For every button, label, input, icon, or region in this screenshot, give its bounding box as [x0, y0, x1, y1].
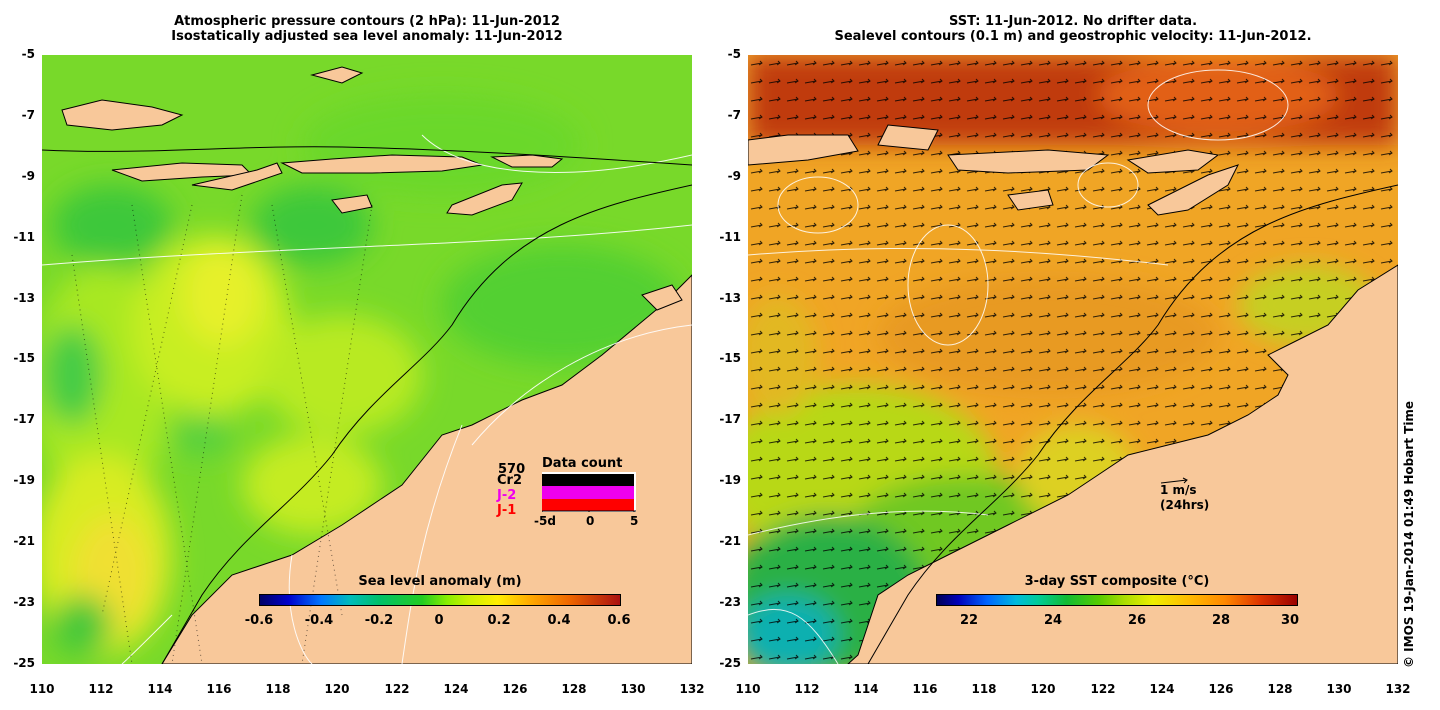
mission-label-j1: J-1 — [497, 503, 517, 518]
lon-label: 114 — [147, 682, 173, 696]
altimeter-tracks — [71, 194, 373, 664]
lat-label: -5 — [21, 47, 35, 61]
mission-label-cr2: Cr2 — [497, 473, 522, 488]
colorbar-tick: 22 — [959, 613, 979, 628]
colorbar-tick: 0.2 — [487, 613, 511, 628]
lat-label: -25 — [13, 656, 35, 670]
lon-label: 122 — [384, 682, 410, 696]
lat-label: -19 — [719, 473, 741, 487]
colorbar-tick: 28 — [1211, 613, 1231, 628]
lat-label: -23 — [719, 595, 741, 609]
lon-label: 110 — [29, 682, 55, 696]
data-count-histogram — [542, 472, 636, 512]
lat-label: -17 — [13, 412, 35, 426]
sst-colorbar-title: 3-day SST composite (°C) — [1024, 574, 1210, 589]
lon-label: 118 — [265, 682, 291, 696]
velocity-duration-label: (24hrs) — [1160, 498, 1210, 512]
imos-credit: © IMOS 19-Jan-2014 01:49 Hobart Time — [1402, 400, 1416, 668]
lon-label: 124 — [443, 682, 469, 696]
lat-label: -13 — [719, 291, 741, 305]
lon-label: 130 — [620, 682, 646, 696]
histogram-tick-mid: 0 — [586, 514, 595, 528]
lon-label: 112 — [88, 682, 114, 696]
pressure-contours — [42, 134, 692, 664]
left-title-line1: Atmospheric pressure contours (2 hPa): 1… — [174, 14, 560, 29]
lat-label: -7 — [727, 108, 741, 122]
lat-label: -9 — [21, 169, 35, 183]
lat-label: -7 — [21, 108, 35, 122]
colorbar-tick: 26 — [1127, 613, 1147, 628]
lat-label: -15 — [719, 351, 741, 365]
colorbar-tick: 24 — [1043, 613, 1063, 628]
lat-label: -21 — [13, 534, 35, 548]
sst-land — [748, 124, 1398, 664]
lon-label: 110 — [735, 682, 761, 696]
left-title-line2: Isostatically adjusted sea level anomaly… — [171, 29, 563, 44]
sst-svg — [748, 55, 1398, 664]
lat-label: -11 — [719, 230, 741, 244]
anomaly-colorbar-title: Sea level anomaly (m) — [358, 574, 522, 589]
lon-label: 122 — [1090, 682, 1116, 696]
colorbar-tick: 0.6 — [607, 613, 631, 628]
lon-label: 132 — [679, 682, 705, 696]
histogram-axis — [542, 510, 636, 512]
colorbar-tick: 0.4 — [547, 613, 571, 628]
colorbar-tick: -0.6 — [244, 613, 274, 628]
sst-shelf-edge — [867, 184, 1398, 664]
velocity-speed-label: 1 m/s — [1160, 483, 1197, 497]
lat-label: -5 — [727, 47, 741, 61]
lat-label: -13 — [13, 291, 35, 305]
lon-label: 112 — [794, 682, 820, 696]
lon-label: 126 — [502, 682, 528, 696]
sea-level-anomaly-svg — [42, 55, 692, 664]
lat-label: -25 — [719, 656, 741, 670]
lon-label: 128 — [561, 682, 587, 696]
lon-label: 118 — [971, 682, 997, 696]
lat-label: -17 — [719, 412, 741, 426]
right-title: SST: 11-Jun-2012. No drifter data. Seale… — [748, 14, 1398, 44]
velocity-arrow-icon — [1160, 477, 1188, 484]
sst-map — [748, 55, 1398, 664]
histogram-tick-start: -5d — [534, 514, 556, 528]
colorbar-tick: -0.2 — [364, 613, 394, 628]
lat-label: -9 — [727, 169, 741, 183]
lon-label: 130 — [1326, 682, 1352, 696]
lon-label: 116 — [206, 682, 232, 696]
lat-label: -15 — [13, 351, 35, 365]
lat-label: -21 — [719, 534, 741, 548]
colorbar-tick: 30 — [1280, 613, 1300, 628]
lon-label: 120 — [1030, 682, 1056, 696]
anomaly-land — [61, 66, 692, 664]
shelf-edge-contour — [42, 146, 692, 664]
histogram-bars — [542, 474, 634, 511]
right-title-line2: Sealevel contours (0.1 m) and geostrophi… — [834, 29, 1312, 44]
lon-label: 132 — [1385, 682, 1411, 696]
sealevel-contours — [748, 69, 1289, 664]
lon-label: 126 — [1208, 682, 1234, 696]
left-title: Atmospheric pressure contours (2 hPa): 1… — [42, 14, 692, 44]
lon-label: 114 — [853, 682, 879, 696]
data-count-total: 570 — [498, 462, 526, 477]
colorbar-tick: -0.4 — [304, 613, 334, 628]
histogram-tick-end: 5 — [630, 514, 639, 528]
lon-label: 128 — [1267, 682, 1293, 696]
data-count-title: Data count — [542, 456, 623, 471]
lat-label: -19 — [13, 473, 35, 487]
lat-label: -23 — [13, 595, 35, 609]
sst-colorbar — [936, 594, 1298, 606]
sea-level-anomaly-map — [42, 55, 692, 664]
lon-label: 116 — [912, 682, 938, 696]
colorbar-tick: 0 — [434, 613, 444, 628]
right-title-line1: SST: 11-Jun-2012. No drifter data. — [948, 14, 1198, 29]
lat-label: -11 — [13, 230, 35, 244]
mission-label-j2: J-2 — [497, 488, 517, 503]
anomaly-colorbar — [259, 594, 621, 606]
lon-label: 124 — [1149, 682, 1175, 696]
lon-label: 120 — [324, 682, 350, 696]
